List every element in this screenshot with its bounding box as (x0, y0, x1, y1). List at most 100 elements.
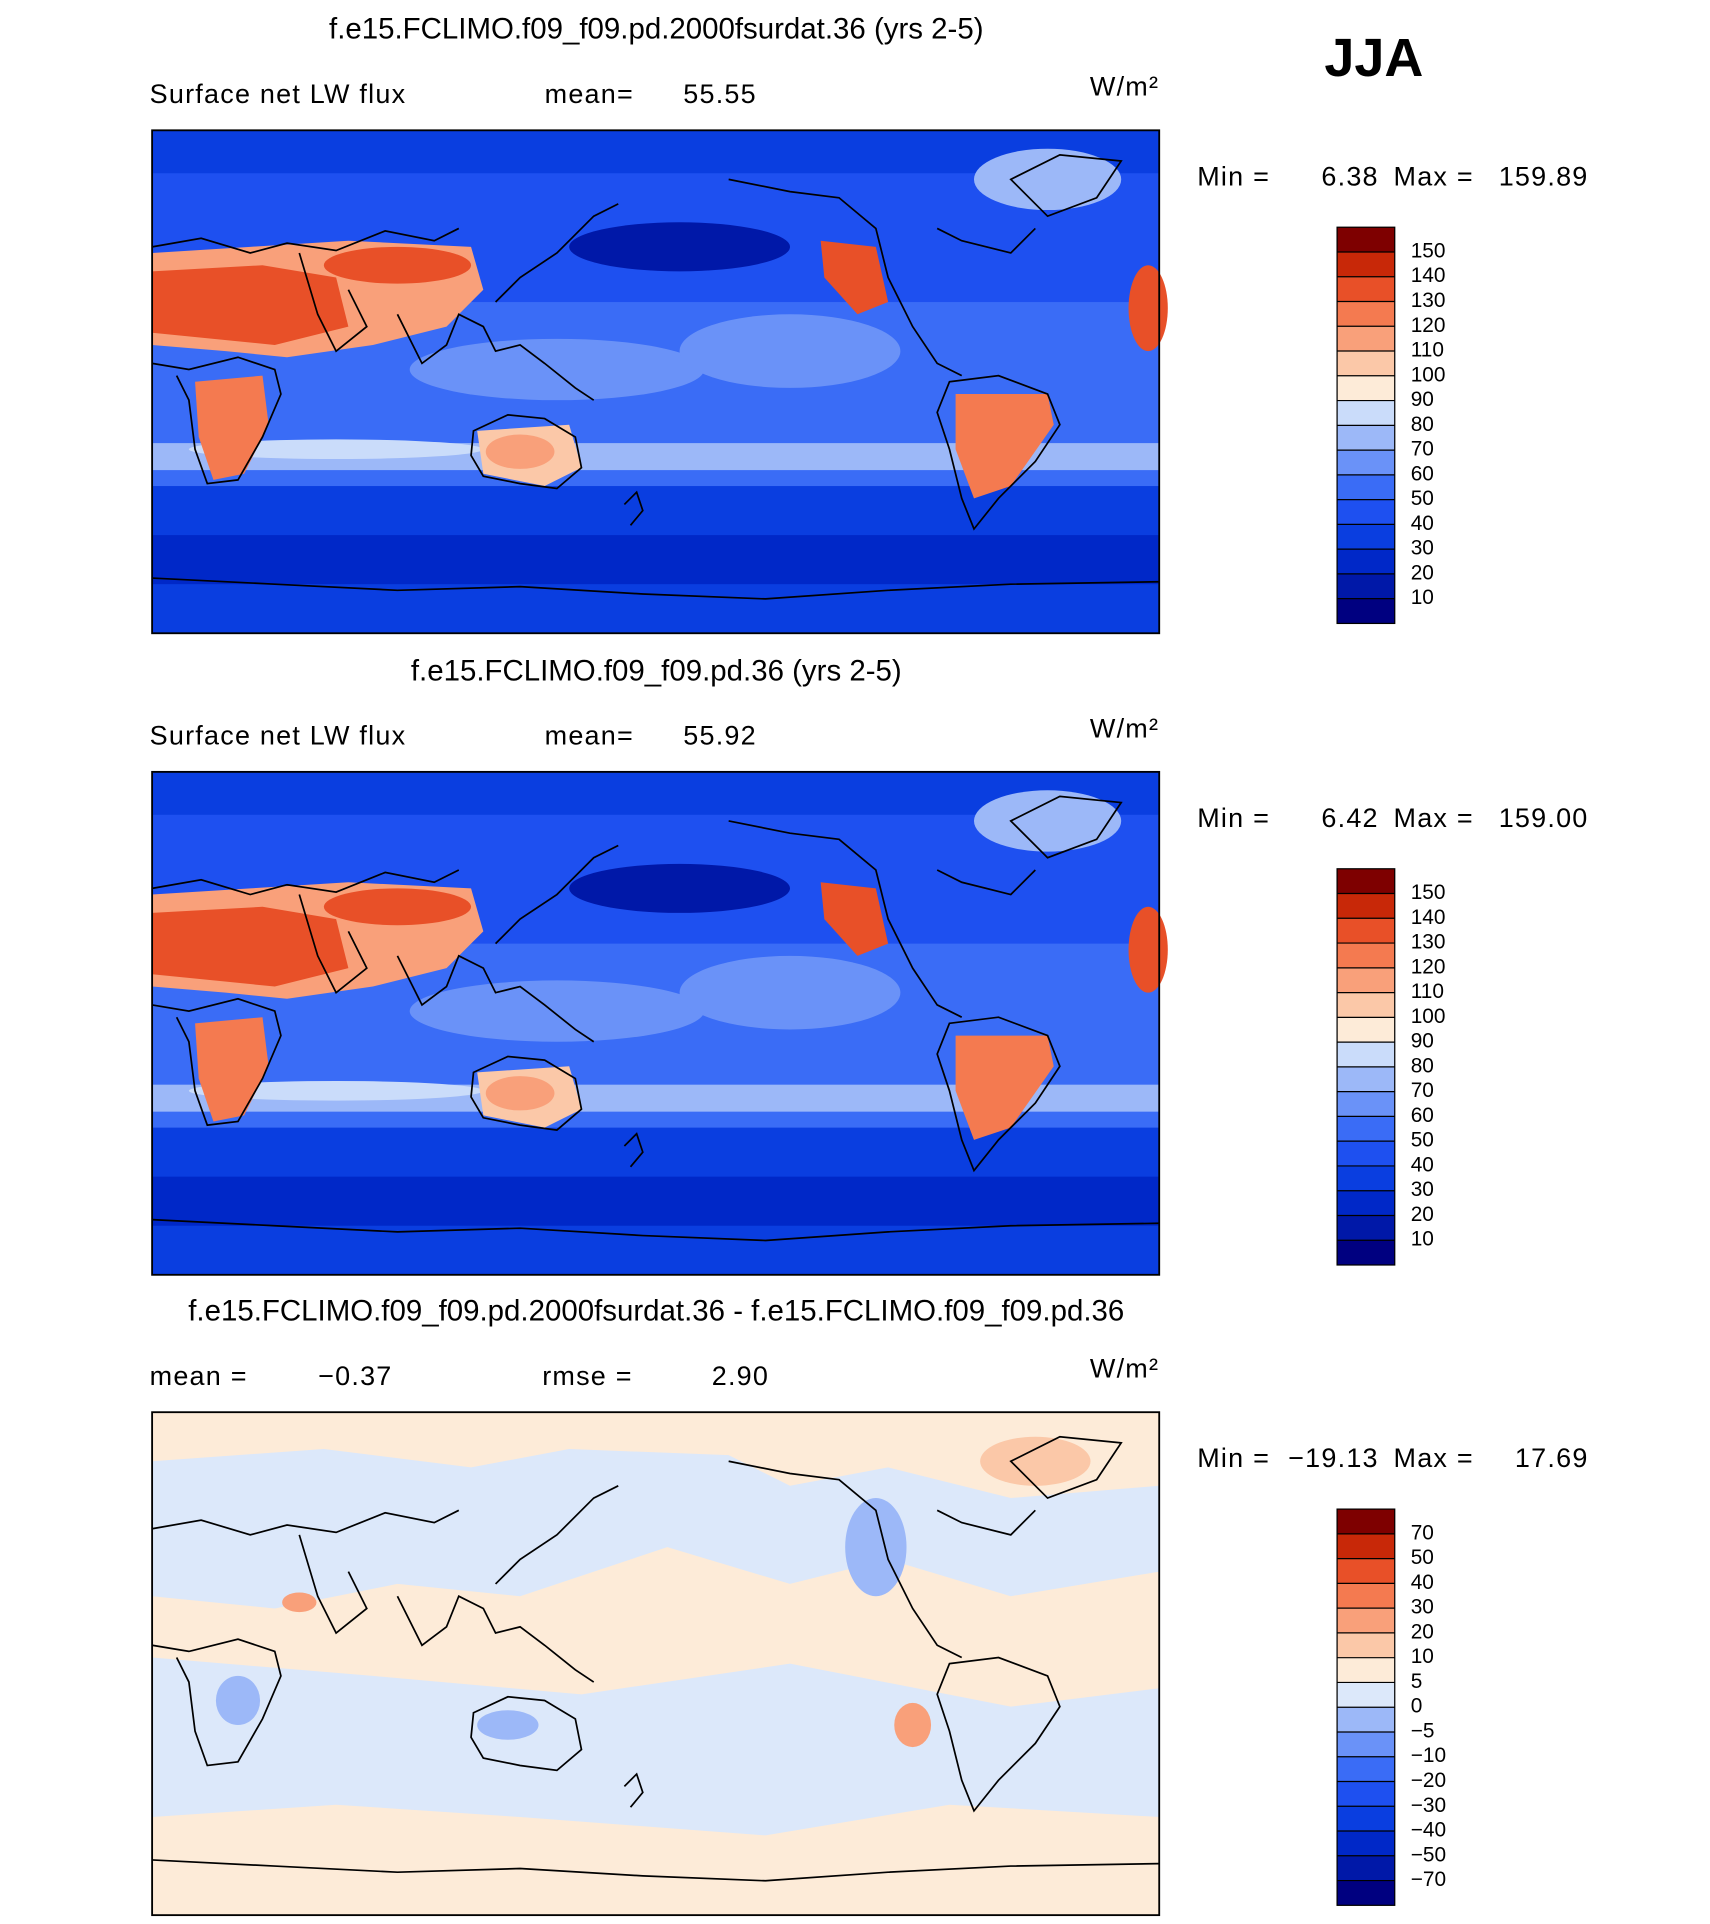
season-label: JJA (1324, 28, 1423, 88)
panel: f.e15.FCLIMO.f09_f09.pd.36 (yrs 2-5) Surf… (150, 654, 1589, 1276)
max-value: 17.69 (1515, 1443, 1589, 1473)
mean-value: 55.55 (683, 79, 757, 109)
mean-label: mean = (150, 1361, 248, 1391)
colorbar-label: 80 (1411, 413, 1434, 436)
colorbar-box (1337, 1240, 1395, 1265)
colorbar-box (1337, 326, 1395, 352)
colorbar-box (1337, 1042, 1395, 1067)
colorbar-label: 50 (1411, 487, 1434, 510)
colorbar-label: 110 (1411, 980, 1444, 1003)
mean-label: mean= (545, 721, 634, 751)
panel: f.e15.FCLIMO.f09_f09.pd.2000fsurdat.36 -… (150, 1295, 1589, 1917)
colorbar-label: 50 (1411, 1129, 1434, 1152)
colorbar-label: 20 (1411, 561, 1434, 584)
colorbar-label: 30 (1411, 1178, 1434, 1201)
colorbar-box (1337, 1509, 1395, 1534)
colorbar-label: 70 (1411, 1079, 1434, 1102)
min-value: 6.42 (1321, 803, 1378, 833)
min-value: 6.38 (1321, 161, 1378, 191)
colorbar-box (1337, 1116, 1395, 1142)
colorbar-label: 40 (1411, 1571, 1434, 1594)
min-label: Min = (1197, 1443, 1270, 1473)
colorbar-box (1337, 400, 1395, 426)
colorbar-box (1337, 1583, 1395, 1609)
colorbar-label: 30 (1411, 537, 1434, 560)
colorbar-box (1337, 351, 1395, 376)
colorbar-box (1337, 992, 1395, 1018)
colorbar-label: 10 (1411, 1645, 1434, 1668)
colorbar-label: −50 (1411, 1843, 1446, 1866)
colorbar-label: 130 (1411, 289, 1446, 312)
colorbar-label: −5 (1411, 1719, 1435, 1742)
min-label: Min = (1197, 803, 1270, 833)
colorbar-box (1337, 1731, 1395, 1757)
colorbar-box (1337, 1831, 1395, 1856)
colorbar-box (1337, 918, 1395, 944)
colorbar-label: 70 (1411, 1521, 1434, 1544)
colorbar-box (1337, 375, 1395, 401)
colorbar-box (1337, 1707, 1395, 1732)
colorbar-label: 100 (1411, 1005, 1446, 1028)
units: W/m² (1090, 1354, 1159, 1384)
panel-title: f.e15.FCLIMO.f09_f09.pd.2000fsurdat.36 (… (329, 13, 984, 46)
colorbar-label: 150 (1411, 239, 1446, 262)
colorbar-box (1337, 1141, 1395, 1166)
colorbar-box (1337, 276, 1395, 302)
colorbar-box (1337, 598, 1395, 624)
map (151, 1411, 1161, 1917)
map-frame (151, 1411, 1161, 1917)
colorbar-label: 90 (1411, 1030, 1434, 1053)
colorbar-label: 20 (1411, 1203, 1434, 1226)
colorbar-label: 110 (1411, 339, 1444, 362)
colorbar-box (1337, 549, 1395, 574)
max-value: 159.00 (1499, 803, 1589, 833)
colorbar-box (1337, 1756, 1395, 1782)
colorbar-frame (1336, 226, 1396, 625)
map-frame (151, 129, 1161, 635)
mean-label: mean= (545, 79, 634, 109)
field-name: Surface net LW flux (150, 79, 407, 109)
colorbar-box (1337, 868, 1395, 894)
colorbar-box (1337, 893, 1395, 919)
colorbar-box (1337, 425, 1395, 451)
rmse-label: rmse = (542, 1361, 633, 1391)
colorbar-label: 150 (1411, 881, 1446, 904)
min-label: Min = (1197, 161, 1270, 191)
colorbar-label: 60 (1411, 1104, 1434, 1127)
colorbar-label: 50 (1411, 1546, 1434, 1569)
colorbar-frame (1336, 868, 1396, 1266)
colorbar-label: 60 (1411, 462, 1434, 485)
colorbar-label: 40 (1411, 1153, 1434, 1176)
panel: f.e15.FCLIMO.f09_f09.pd.2000fsurdat.36 (… (150, 13, 1589, 635)
colorbar-box (1337, 1855, 1395, 1881)
colorbar-label: 90 (1411, 388, 1434, 411)
colorbar-box (1337, 1533, 1395, 1559)
colorbar-label: 130 (1411, 931, 1446, 954)
colorbar-box (1337, 1017, 1395, 1043)
colorbar-box (1337, 227, 1395, 252)
colorbar-label: 20 (1411, 1620, 1434, 1643)
max-label: Max = (1394, 803, 1474, 833)
colorbar-box (1337, 1190, 1395, 1216)
max-value: 159.89 (1499, 161, 1589, 191)
colorbar-label: −20 (1411, 1769, 1446, 1792)
field-name: Surface net LW flux (150, 721, 407, 751)
colorbar-box (1337, 251, 1395, 277)
max-label: Max = (1394, 161, 1474, 191)
colorbar-label: 120 (1411, 314, 1446, 337)
colorbar-box (1337, 1558, 1395, 1584)
mean-value: −0.37 (318, 1361, 392, 1391)
colorbar-box (1337, 1632, 1395, 1658)
colorbar-box (1337, 474, 1395, 500)
colorbar-box (1337, 1066, 1395, 1092)
colorbar-label: 80 (1411, 1054, 1434, 1077)
colorbar-box (1337, 1880, 1395, 1906)
colorbar-label: −30 (1411, 1794, 1446, 1817)
max-label: Max = (1394, 1443, 1474, 1473)
colorbar-label: −70 (1411, 1868, 1446, 1891)
panel-title: f.e15.FCLIMO.f09_f09.pd.36 (yrs 2-5) (411, 654, 902, 687)
colorbar-box (1337, 1781, 1395, 1807)
units: W/m² (1090, 72, 1159, 102)
colorbar-box (1337, 301, 1395, 327)
colorbar-box (1337, 967, 1395, 993)
